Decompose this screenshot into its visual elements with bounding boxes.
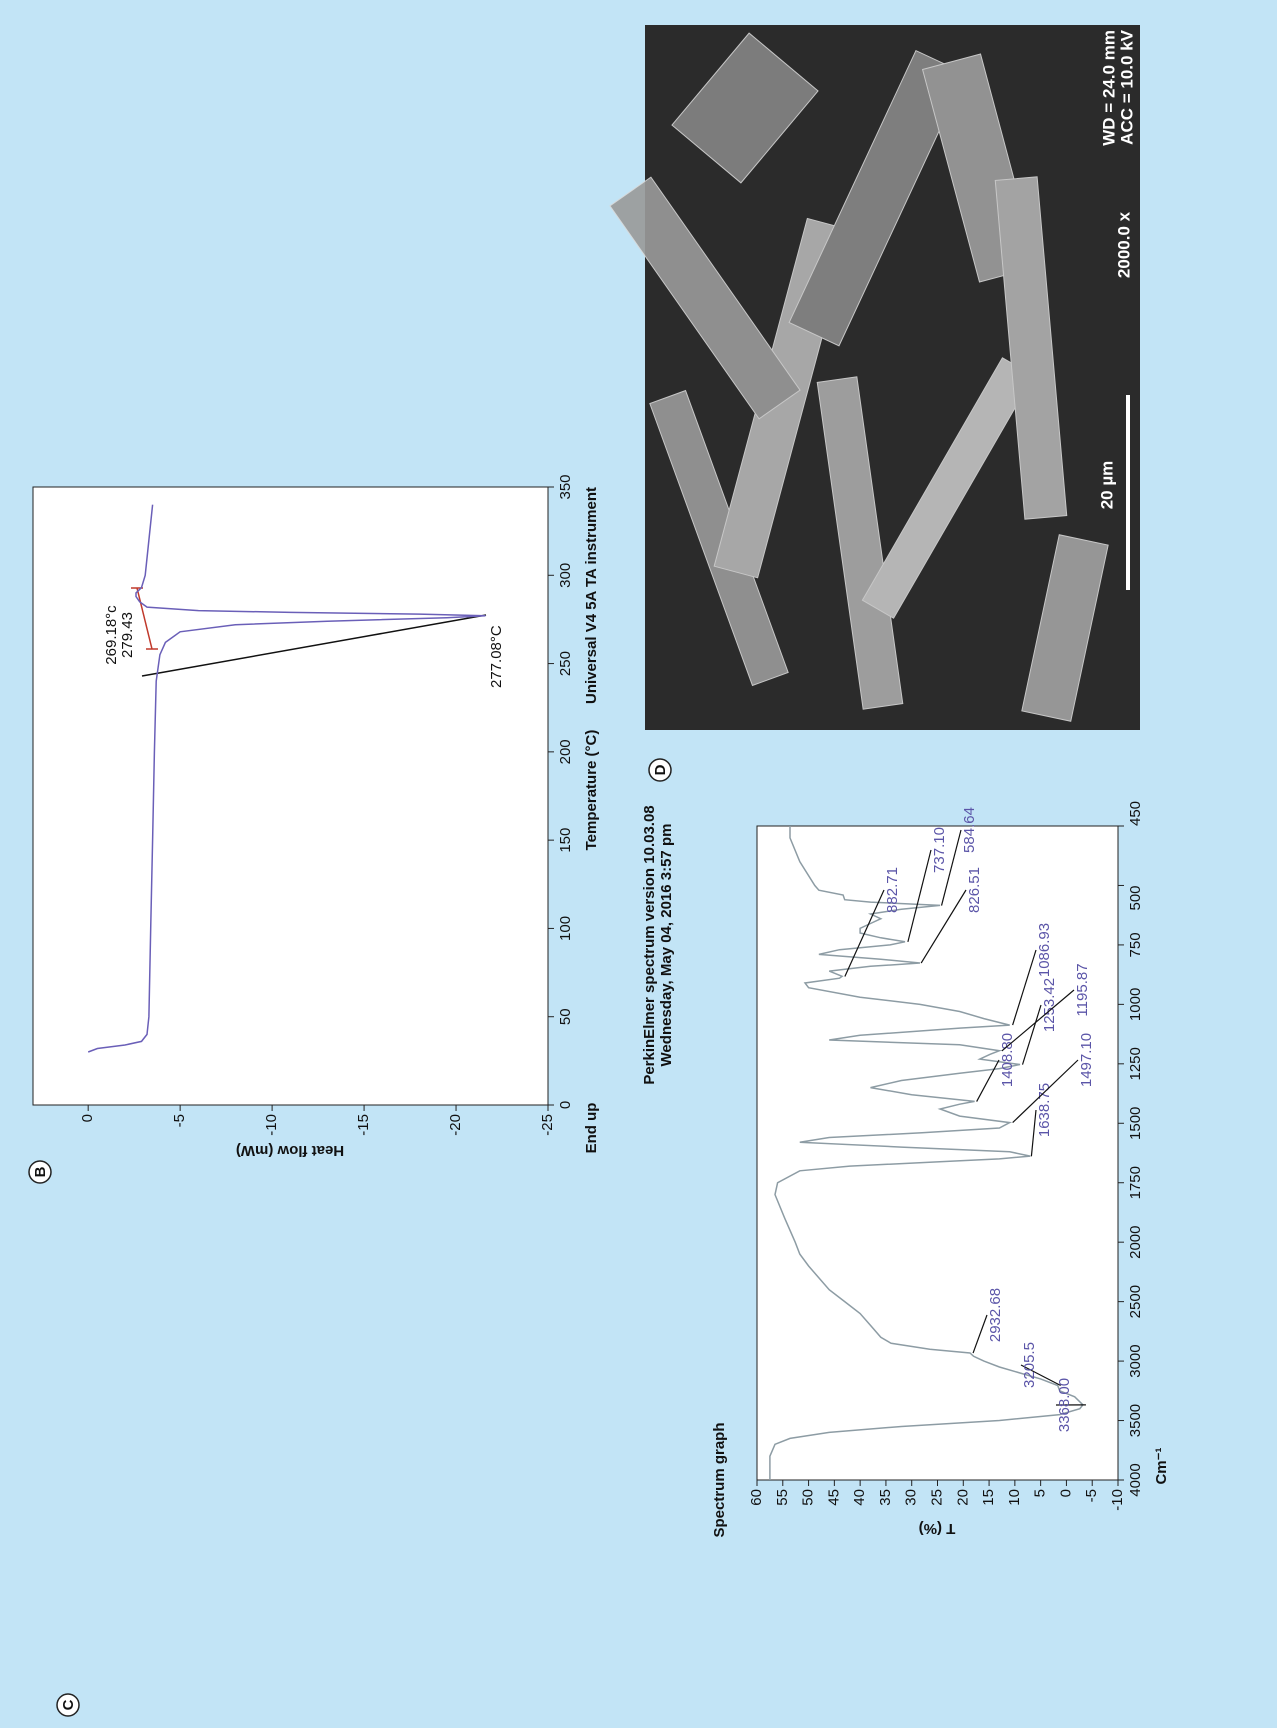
annotation: 269.18°c <box>103 605 120 665</box>
x-tick-label: 300 <box>557 563 574 588</box>
panel-label: B <box>32 1166 49 1177</box>
peak-label: 3205.5 <box>1021 1342 1038 1388</box>
y-tick-label: -15 <box>355 1114 372 1136</box>
x-tick-label: 50 <box>557 1008 574 1025</box>
x-tick-label: 2000 <box>1127 1225 1144 1258</box>
y-tick-label: 60 <box>748 1489 765 1506</box>
y-tick-label: -5 <box>171 1114 188 1127</box>
x-axis-label: Cm⁻¹ <box>1153 1447 1170 1484</box>
x-tick-label: 0 <box>557 1101 574 1109</box>
y-tick-label: 35 <box>877 1489 894 1506</box>
peak-label: 826.51 <box>966 867 983 913</box>
peak-label: 1497.10 <box>1078 1033 1095 1087</box>
x-tick-label: 200 <box>557 739 574 764</box>
y-tick-label: 55 <box>774 1489 791 1506</box>
y-axis-label: Heat flow (mW) <box>236 1142 344 1159</box>
subtitle: PerkinElmer spectrum version 10.03.08 <box>641 805 658 1084</box>
x-tick-label: 250 <box>557 651 574 676</box>
peak-label: 1195.87 <box>1074 963 1091 1016</box>
acc-label: ACC = 10.0 kV <box>1117 29 1136 144</box>
magnification-label: 2000.0 x <box>1114 211 1133 278</box>
x-tick-label: 350 <box>557 474 574 499</box>
peak-label: 584.64 <box>961 807 978 853</box>
instrument-label: Universal V4 5A TA instrument <box>583 487 600 704</box>
y-tick-label: 50 <box>800 1489 817 1506</box>
y-tick-label: 30 <box>903 1489 920 1506</box>
peak-label: 882.71 <box>884 867 901 913</box>
corner-label: End up <box>583 1103 600 1154</box>
peak-label: 3368.00 <box>1056 1378 1073 1432</box>
x-tick-label: 3500 <box>1127 1404 1144 1437</box>
y-tick-label: -10 <box>263 1114 280 1136</box>
annotation: 277.08°C <box>488 625 505 688</box>
peak-label: 1638.75 <box>1036 1083 1053 1137</box>
y-tick-label: 5 <box>1032 1489 1049 1497</box>
y-tick-label: 25 <box>928 1489 945 1506</box>
y-tick-label: 45 <box>825 1489 842 1506</box>
x-tick-label: 1500 <box>1127 1107 1144 1140</box>
panel-label: C <box>60 1699 77 1710</box>
y-tick-label: 10 <box>1006 1489 1023 1506</box>
x-tick-label: 2500 <box>1127 1285 1144 1318</box>
peak-label: 2932.68 <box>987 1288 1004 1342</box>
peak-label: 1086.93 <box>1036 923 1053 977</box>
plot-frame <box>33 487 548 1105</box>
y-tick-label: -5 <box>1083 1489 1100 1502</box>
x-tick-label: 450 <box>1127 801 1144 826</box>
y-tick-label: 0 <box>1057 1489 1074 1497</box>
x-axis-label: Temperature (°C) <box>583 730 600 851</box>
y-tick-label: -25 <box>539 1114 556 1136</box>
x-tick-label: 500 <box>1127 885 1144 910</box>
x-tick-label: 3000 <box>1127 1344 1144 1377</box>
y-tick-label: 15 <box>980 1489 997 1506</box>
x-tick-label: 4000 <box>1127 1463 1144 1496</box>
panel-label: D <box>652 764 669 775</box>
x-tick-label: 1750 <box>1127 1166 1144 1199</box>
sem-image: 20 µm 2000.0 x WD = 24.0 mm ACC = 10.0 k… <box>610 25 1140 730</box>
y-tick-label: 0 <box>79 1114 96 1122</box>
wd-label: WD = 24.0 mm <box>1099 30 1118 146</box>
scale-bar-label: 20 µm <box>1097 461 1116 510</box>
subtitle: Wednesday, May 04, 2016 3:57 pm <box>658 824 675 1067</box>
peak-label: 737.10 <box>931 827 948 873</box>
x-tick-label: 1000 <box>1127 988 1144 1021</box>
x-tick-label: 150 <box>557 828 574 853</box>
y-tick-label: 40 <box>851 1489 868 1506</box>
x-tick-label: 750 <box>1127 932 1144 957</box>
y-tick-label: -20 <box>447 1114 464 1136</box>
x-tick-label: 100 <box>557 916 574 941</box>
x-tick-label: 1250 <box>1127 1047 1144 1080</box>
annotation: 279.43 <box>119 612 136 658</box>
y-tick-label: -10 <box>1109 1489 1126 1511</box>
y-tick-label: 20 <box>954 1489 971 1506</box>
y-axis-label: T (%) <box>919 1520 956 1537</box>
chart-title: Spectrum graph <box>711 1422 728 1537</box>
